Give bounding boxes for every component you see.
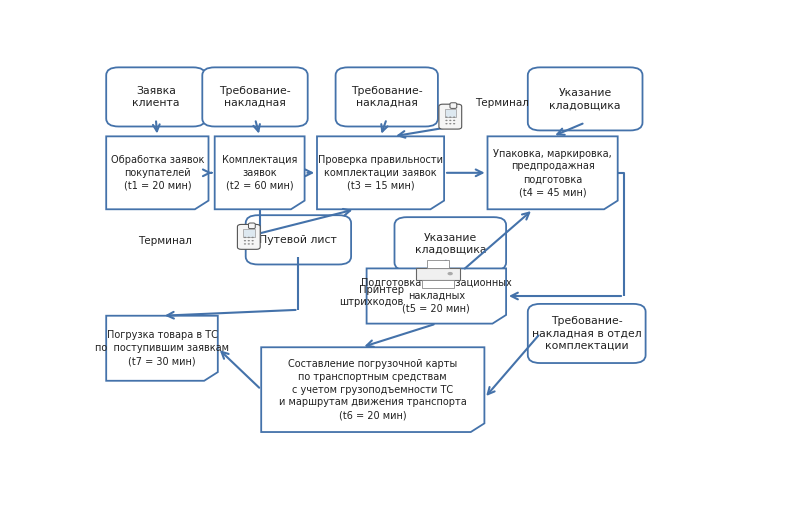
Circle shape [251,243,254,245]
Bar [415,268,460,280]
FancyBboxPatch shape [238,224,260,249]
Circle shape [453,116,455,118]
FancyBboxPatch shape [394,217,506,270]
Polygon shape [366,268,506,324]
Text: Обработка заявок
покупателей
(t1 = 20 мин): Обработка заявок покупателей (t1 = 20 ми… [110,155,204,190]
Circle shape [248,243,250,245]
Circle shape [248,240,250,241]
Circle shape [244,243,246,245]
Bar [243,229,254,237]
FancyBboxPatch shape [246,215,351,265]
Text: Подготовка реализационных
накладных
(t5 = 20 мин): Подготовка реализационных накладных (t5 … [361,278,512,314]
Text: Комплектация
заявок
(t2 = 60 мин): Комплектация заявок (t2 = 60 мин) [222,155,298,190]
Polygon shape [214,136,305,209]
Text: Требование-
накладная: Требование- накладная [351,86,422,108]
Text: Требование-
накладная: Требование- накладная [219,86,291,108]
Bar [426,260,449,268]
Polygon shape [262,347,485,432]
Text: Погрузка товара в ТС
по  поступившим заявкам
(t7 = 30 мин): Погрузка товара в ТС по поступившим заяв… [95,330,229,366]
Circle shape [248,237,250,238]
FancyBboxPatch shape [106,68,206,126]
Text: Терминал: Терминал [475,98,529,108]
FancyBboxPatch shape [450,103,457,109]
Circle shape [244,237,246,238]
Text: Составление погрузочной карты
по транспортным средствам
с учетом грузоподъемност: Составление погрузочной карты по транспо… [279,359,466,420]
Circle shape [449,120,451,121]
Text: Проверка правильности
комплектации заявок
(t3 = 15 мин): Проверка правильности комплектации заяво… [318,155,443,190]
Text: Указание
кладовщика: Указание кладовщика [414,232,486,255]
Text: Требование-
накладная в отдел
комплектации: Требование- накладная в отдел комплектац… [532,316,642,351]
Circle shape [446,120,447,121]
Circle shape [251,237,254,238]
FancyBboxPatch shape [249,223,255,229]
Polygon shape [106,136,209,209]
Circle shape [453,120,455,121]
Polygon shape [317,136,444,209]
Text: Заявка
клиента: Заявка клиента [132,86,179,108]
Text: Путевой лист: Путевой лист [259,235,338,245]
FancyBboxPatch shape [439,104,462,129]
Circle shape [251,240,254,241]
Circle shape [453,123,455,124]
Circle shape [446,123,447,124]
Bar [445,109,456,117]
FancyBboxPatch shape [202,68,308,126]
Text: Принтер
штрихкодов: Принтер штрихкодов [339,285,404,307]
Circle shape [449,116,451,118]
Circle shape [244,240,246,241]
Polygon shape [106,316,218,381]
Text: Указание
кладовщика: Указание кладовщика [550,88,621,110]
FancyBboxPatch shape [336,68,438,126]
Bar [422,280,454,288]
FancyBboxPatch shape [528,304,646,363]
Text: Упаковка, маркировка,
предпродажная
подготовка
(t4 = 45 мин): Упаковка, маркировка, предпродажная подг… [494,148,612,197]
Text: Терминал: Терминал [138,236,192,246]
Circle shape [449,123,451,124]
Circle shape [446,116,447,118]
Polygon shape [487,136,618,209]
Circle shape [447,272,453,275]
FancyBboxPatch shape [528,68,642,131]
